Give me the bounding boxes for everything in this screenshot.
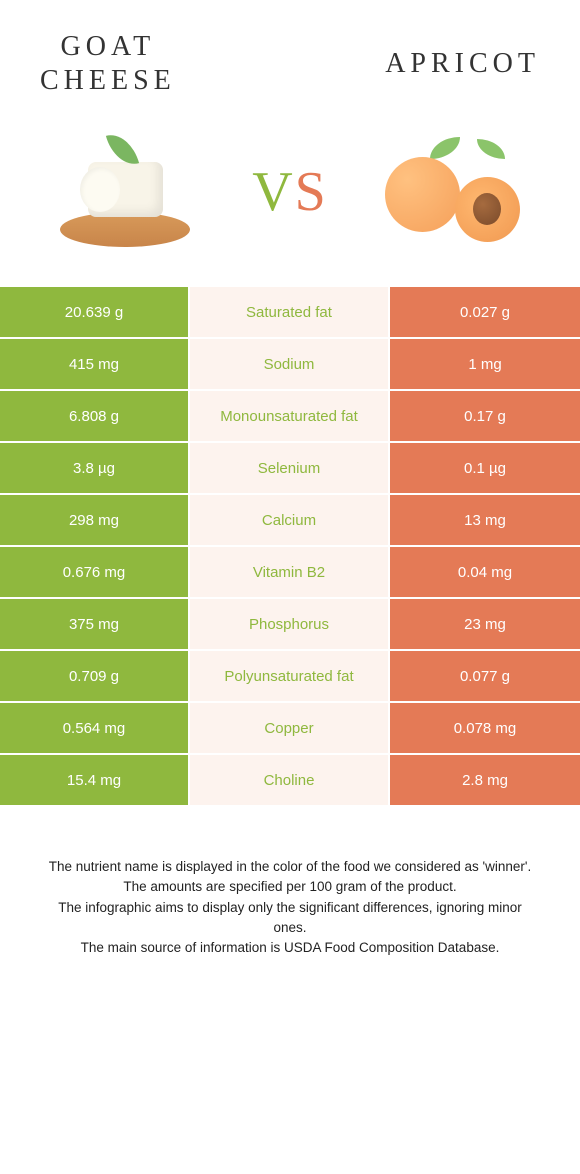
table-row: 6.808 gMonounsaturated fat0.17 g xyxy=(0,391,580,443)
table-row: 0.709 gPolyunsaturated fat0.077 g xyxy=(0,651,580,703)
nutrient-label: Copper xyxy=(190,703,390,753)
table-row: 15.4 mgCholine2.8 mg xyxy=(0,755,580,807)
left-value: 298 mg xyxy=(0,495,190,545)
left-value: 6.808 g xyxy=(0,391,190,441)
right-value: 2.8 mg xyxy=(390,755,580,805)
footer-line: The infographic aims to display only the… xyxy=(40,898,540,939)
left-value: 415 mg xyxy=(0,339,190,389)
right-value: 0.077 g xyxy=(390,651,580,701)
nutrient-label: Vitamin B2 xyxy=(190,547,390,597)
right-value: 13 mg xyxy=(390,495,580,545)
header: GOAT CHEESE APRICOT xyxy=(0,0,580,117)
right-value: 0.17 g xyxy=(390,391,580,441)
table-row: 0.564 mgCopper0.078 mg xyxy=(0,703,580,755)
right-food-title: APRICOT xyxy=(385,47,540,81)
left-value: 3.8 µg xyxy=(0,443,190,493)
right-value: 0.04 mg xyxy=(390,547,580,597)
nutrient-label: Selenium xyxy=(190,443,390,493)
right-value: 23 mg xyxy=(390,599,580,649)
footer-line: The amounts are specified per 100 gram o… xyxy=(40,877,540,897)
right-value: 0.1 µg xyxy=(390,443,580,493)
footer-line: The main source of information is USDA F… xyxy=(40,938,540,958)
left-value: 0.709 g xyxy=(0,651,190,701)
nutrient-label: Saturated fat xyxy=(190,287,390,337)
footer-line: The nutrient name is displayed in the co… xyxy=(40,857,540,877)
nutrient-label: Monounsaturated fat xyxy=(190,391,390,441)
table-row: 20.639 gSaturated fat0.027 g xyxy=(0,287,580,339)
apricot-icon xyxy=(380,127,530,257)
nutrient-label: Phosphorus xyxy=(190,599,390,649)
comparison-table: 20.639 gSaturated fat0.027 g415 mgSodium… xyxy=(0,287,580,807)
right-value: 0.027 g xyxy=(390,287,580,337)
vs-v: V xyxy=(252,161,294,223)
left-value: 0.676 mg xyxy=(0,547,190,597)
nutrient-label: Sodium xyxy=(190,339,390,389)
table-row: 415 mgSodium1 mg xyxy=(0,339,580,391)
vs-label: VS xyxy=(252,160,328,224)
left-value: 0.564 mg xyxy=(0,703,190,753)
right-value: 0.078 mg xyxy=(390,703,580,753)
footer-notes: The nutrient name is displayed in the co… xyxy=(0,807,580,958)
nutrient-label: Calcium xyxy=(190,495,390,545)
table-row: 298 mgCalcium13 mg xyxy=(0,495,580,547)
right-value: 1 mg xyxy=(390,339,580,389)
nutrient-label: Polyunsaturated fat xyxy=(190,651,390,701)
table-row: 0.676 mgVitamin B20.04 mg xyxy=(0,547,580,599)
table-row: 375 mgPhosphorus23 mg xyxy=(0,599,580,651)
left-value: 20.639 g xyxy=(0,287,190,337)
goat-cheese-icon xyxy=(50,127,200,257)
images-row: VS xyxy=(0,117,580,287)
left-value: 375 mg xyxy=(0,599,190,649)
left-food-title: GOAT CHEESE xyxy=(40,30,176,97)
nutrient-label: Choline xyxy=(190,755,390,805)
vs-s: S xyxy=(295,161,328,223)
left-value: 15.4 mg xyxy=(0,755,190,805)
table-row: 3.8 µgSelenium0.1 µg xyxy=(0,443,580,495)
